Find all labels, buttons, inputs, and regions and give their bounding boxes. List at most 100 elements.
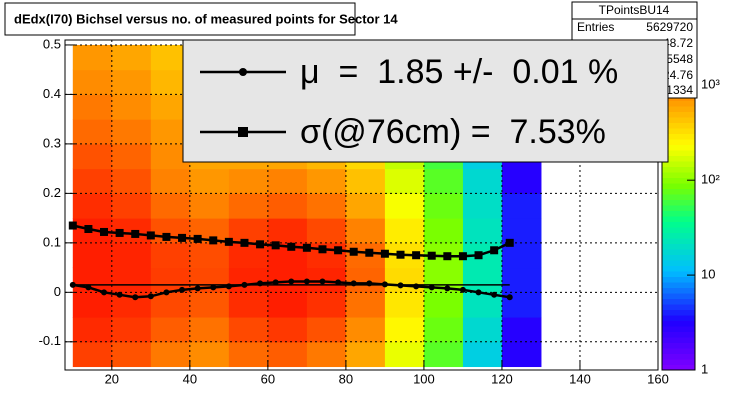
profile-point: [413, 283, 420, 290]
heatmap-cell: [267, 193, 308, 219]
heatmap-cell: [267, 341, 308, 368]
heatmap-cell: [228, 267, 269, 293]
profile-point: [271, 241, 280, 250]
profile-point: [381, 281, 388, 288]
heatmap-cell: [384, 341, 425, 368]
colorbar-step: [662, 359, 695, 365]
profile-point: [194, 285, 201, 292]
profile-point: [475, 289, 482, 296]
y-tick-label: 0.2: [43, 185, 61, 200]
profile-point: [505, 238, 514, 247]
profile-point: [443, 252, 452, 261]
heatmap-cell: [501, 267, 542, 293]
heatmap-cell: [72, 94, 113, 120]
colorbar-step: [662, 337, 695, 343]
heatmap-cell: [267, 168, 308, 194]
profile-point: [193, 234, 202, 243]
colorbar-step: [662, 144, 695, 151]
colorbar-step: [662, 172, 695, 178]
profile-point: [240, 238, 249, 247]
profile-point: [366, 280, 373, 287]
profile-point: [68, 221, 77, 230]
profile-point: [179, 286, 186, 293]
colorbar-step: [662, 166, 695, 173]
heatmap-cell: [150, 341, 191, 368]
heatmap-cell: [111, 143, 152, 170]
heatmap-cell: [150, 317, 191, 343]
y-tick-label: 0: [54, 284, 61, 299]
profile-point: [224, 237, 233, 246]
heatmap-cell: [72, 317, 113, 343]
colorbar-step: [662, 199, 695, 206]
colorbar-step: [662, 326, 695, 332]
heatmap-cell: [267, 292, 308, 318]
colorbar-step: [662, 177, 695, 184]
profile-point: [490, 246, 499, 255]
heatmap-cell: [228, 218, 269, 244]
heatmap-cell: [384, 292, 425, 318]
profile-point: [115, 228, 124, 237]
colorbar-step: [662, 254, 695, 261]
heatmap-cell: [423, 168, 464, 194]
profile-point: [116, 291, 123, 298]
colorbar-step: [662, 265, 695, 272]
colorbar-step: [662, 216, 695, 222]
profile-point: [319, 278, 326, 285]
heatmap-cell: [72, 193, 113, 219]
profile-point: [272, 279, 279, 286]
heatmap-cell: [501, 242, 542, 269]
colorbar-step: [662, 139, 695, 145]
heatmap-cell: [462, 341, 503, 368]
profile-point: [380, 249, 389, 258]
colorbar-step: [662, 155, 695, 162]
heatmap-cell: [462, 193, 503, 219]
colorbar-tick-label: 10³: [701, 77, 720, 92]
profile-point: [412, 251, 421, 260]
profile-point: [350, 280, 357, 287]
heatmap-cell: [306, 292, 347, 318]
colorbar-step: [662, 221, 695, 228]
profile-point: [131, 229, 140, 238]
heatmap-cell: [111, 317, 152, 343]
colorbar-step: [662, 298, 695, 305]
colorbar-step: [662, 364, 695, 371]
heatmap-cell: [345, 168, 386, 194]
colorbar-step: [662, 188, 695, 195]
heatmap-cell: [189, 292, 230, 318]
heatmap-cell: [345, 267, 386, 293]
profile-point: [69, 281, 76, 288]
heatmap-cell: [228, 317, 269, 343]
heatmap-cell: [72, 341, 113, 368]
heatmap-cell: [306, 218, 347, 244]
colorbar-step: [662, 353, 695, 360]
profile-point: [163, 289, 170, 296]
x-tick-label: 120: [491, 371, 513, 386]
colorbar-step: [662, 106, 695, 112]
heatmap-cell: [267, 317, 308, 343]
x-tick-label: 80: [339, 371, 353, 386]
heatmap-cell: [72, 119, 113, 145]
legend-marker: [238, 127, 248, 137]
colorbar-step: [662, 205, 695, 211]
profile-point: [209, 236, 218, 245]
heatmap-cell: [111, 193, 152, 219]
colorbar-step: [662, 243, 695, 250]
heatmap-cell: [423, 193, 464, 219]
heatmap-cell: [501, 341, 542, 368]
stats-value: 48.72: [663, 36, 693, 50]
heatmap-cell: [111, 44, 152, 71]
heatmap-cell: [72, 44, 113, 71]
heatmap-cell: [423, 292, 464, 318]
heatmap-cell: [306, 341, 347, 368]
heatmap-cell: [345, 341, 386, 368]
profile-point: [210, 284, 217, 291]
heatmap-cell: [267, 218, 308, 244]
profile-point: [334, 246, 343, 255]
colorbar-step: [662, 287, 695, 294]
colorbar-step: [662, 282, 695, 288]
heatmap-cell: [189, 193, 230, 219]
colorbar-step: [662, 315, 695, 321]
profile-point: [84, 224, 93, 233]
profile-point: [100, 227, 109, 236]
